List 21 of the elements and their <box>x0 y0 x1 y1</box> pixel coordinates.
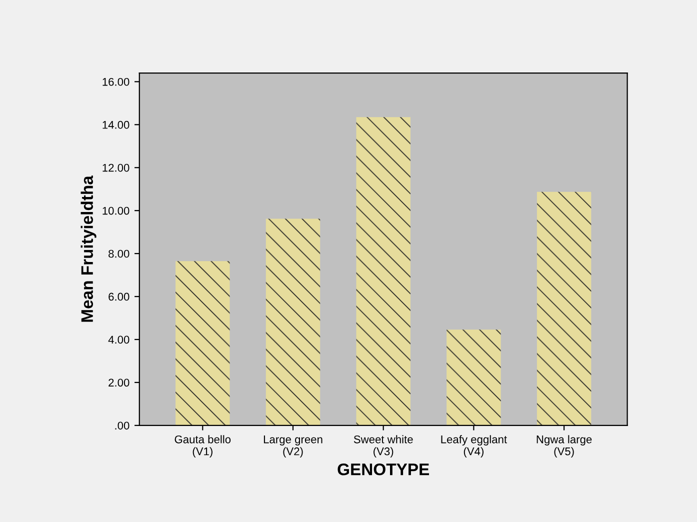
y-tick-label: 8.00 <box>108 250 130 258</box>
bar <box>536 192 592 426</box>
x-tick-label: Large green (V2) <box>264 436 322 458</box>
y-tick-label: .00 <box>115 422 130 430</box>
x-tick-label: Ngwa large (V5) <box>536 435 592 458</box>
x-tick-label: Gauta bello (V1) <box>174 435 231 458</box>
y-tick-label: 12.00 <box>102 164 130 172</box>
x-axis-title: GENOTYPE <box>338 463 430 476</box>
x-tick-label: Leafy egglant (V4) <box>441 435 507 458</box>
y-tick-label: 14.00 <box>102 120 130 129</box>
bar <box>266 218 320 426</box>
y-tick-label: 10.00 <box>102 206 130 215</box>
bar <box>356 117 410 426</box>
bar <box>446 330 501 426</box>
y-tick-label: 6.00 <box>108 292 130 301</box>
y-tick-label: 2.00 <box>108 378 130 387</box>
y-tick-label: 16.00 <box>102 78 130 86</box>
y-axis-title: Mean Fruityieldtha <box>80 176 96 322</box>
x-tick-label: Sweet white (V3) <box>354 435 413 458</box>
y-tick-label: 4.00 <box>108 336 130 344</box>
bar <box>176 261 230 426</box>
